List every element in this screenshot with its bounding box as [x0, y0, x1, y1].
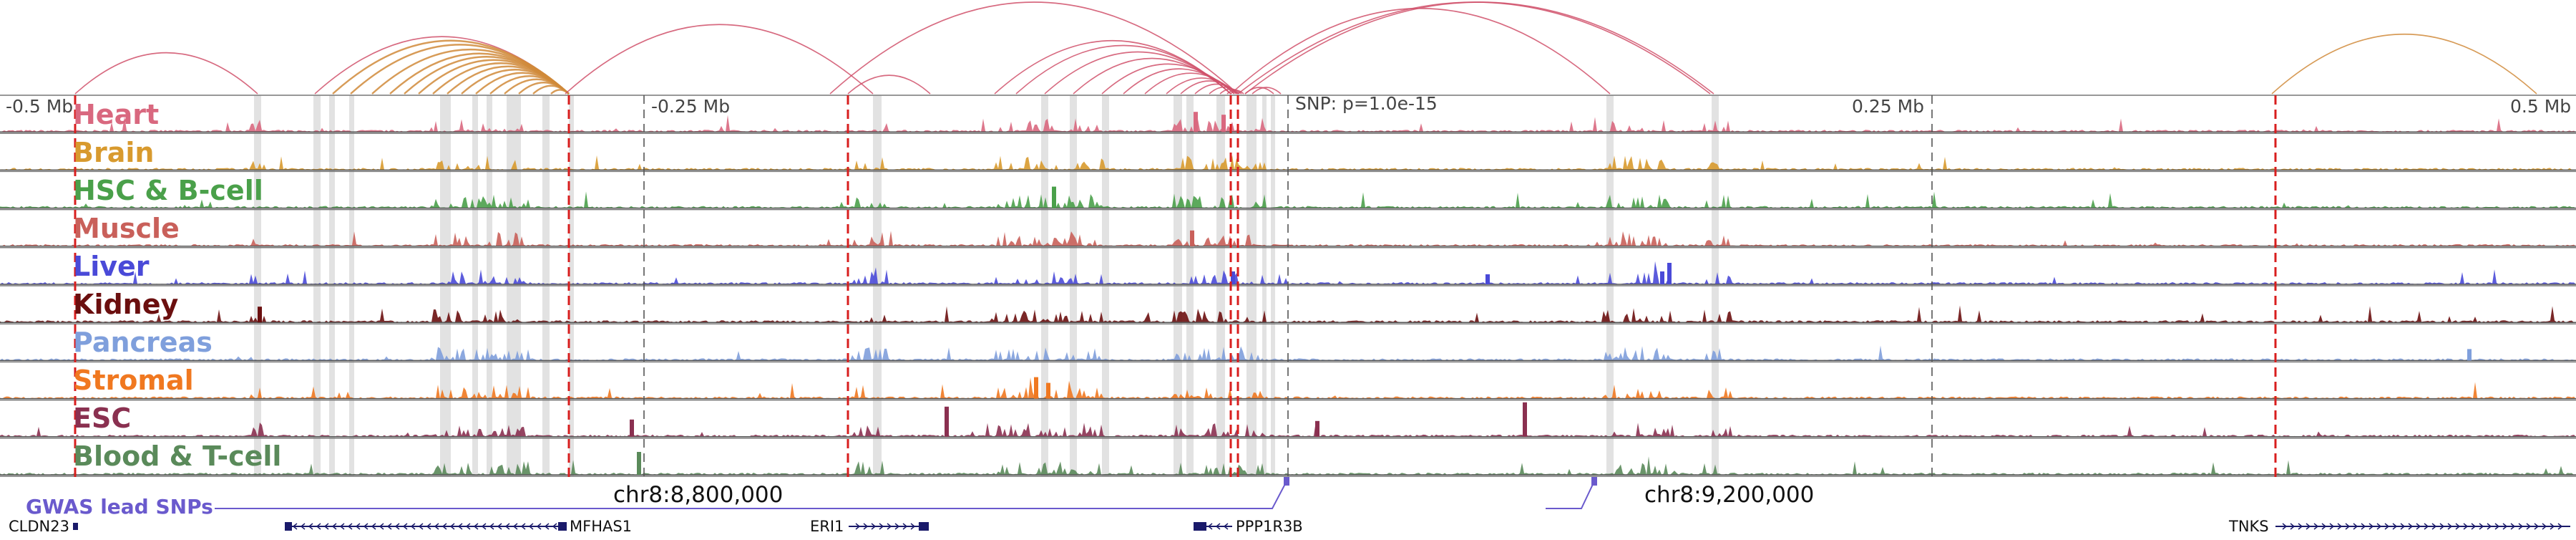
signal-peak [630, 419, 634, 437]
gene-cldn23-exon [73, 523, 78, 530]
signal-peak [1194, 112, 1198, 132]
chromatin-loop [1244, 87, 1274, 95]
signal-peak [945, 406, 949, 437]
chromatin-loop [565, 24, 874, 95]
signal-peak [1523, 402, 1527, 437]
signal-1 [0, 155, 2576, 170]
chromatin-loop [829, 1, 1239, 95]
gene-label-ppp1r3b[interactable]: PPP1R3B [1236, 518, 1303, 535]
signal-peak [1231, 271, 1235, 284]
signal-0 [0, 115, 2576, 132]
chromatin-loop [74, 52, 258, 95]
coord-label-right: chr8:9,200,000 [1644, 482, 1815, 508]
signal-peak [637, 452, 641, 475]
gene-label-eri1[interactable]: ERI1 [810, 518, 844, 535]
chromatin-loop [1073, 57, 1231, 95]
signal-peak [1485, 274, 1490, 284]
signal-3 [0, 231, 2576, 246]
signal-peak [1315, 420, 1319, 437]
chromatin-loop [1209, 86, 1240, 95]
scale-label-left-mid: -0.25 Mb [651, 96, 731, 117]
signal-peak [1046, 382, 1050, 399]
track-label-brain: Brain [73, 137, 155, 168]
chromatin-loop [847, 74, 931, 95]
gene-tnks-strand [2282, 523, 2563, 530]
track-label-esc: ESC [73, 402, 132, 434]
scale-label-right-mid: 0.25 Mb [1852, 96, 1925, 117]
chromatin-loop [1252, 87, 1282, 95]
gene-label-cldn23[interactable]: CLDN23 [9, 518, 69, 535]
chromatin-loop [2271, 33, 2537, 95]
signal-peak [1667, 263, 1672, 284]
gene-ppp1r3b-exon [1194, 522, 1206, 531]
gene-mfhas1-exon [285, 522, 292, 531]
track-label-hsc-b-cell: HSC & B-cell [73, 175, 263, 206]
gwas-snp-marker [1591, 477, 1597, 486]
gene-mfhas1-strand [292, 523, 557, 530]
gene-label-mfhas1[interactable]: MFHAS1 [570, 518, 633, 535]
scale-label-right: 0.5 Mb [2510, 96, 2572, 117]
chromatin-loop [1237, 1, 1711, 95]
track-label-heart: Heart [73, 99, 160, 130]
chromatin-loop [1230, 7, 1611, 95]
gwas-snp-marker [1284, 477, 1289, 486]
signal-peak [1052, 186, 1056, 208]
track-label-kidney: Kidney [73, 289, 179, 320]
signal-peak [258, 307, 262, 323]
scale-label-left: -0.5 Mb [6, 96, 74, 117]
gene-mfhas1-exon [558, 522, 567, 531]
track-label-blood-t-cell: Blood & T-cell [73, 440, 282, 472]
track-label-pancreas: Pancreas [73, 327, 213, 358]
signal-6 [0, 345, 2576, 361]
signal-peak [1034, 377, 1038, 399]
track-label-liver: Liver [73, 251, 150, 282]
signal-8 [0, 420, 2576, 437]
track-label-muscle: Muscle [73, 213, 180, 244]
signal-peak [1660, 271, 1664, 284]
signal-peak [2467, 349, 2472, 361]
track-label-stromal: Stromal [73, 365, 194, 396]
gwas-connector [1546, 477, 1595, 509]
snp-label: SNP: p=1.0e-15 [1295, 93, 1438, 114]
signal-peak [1221, 115, 1226, 132]
gene-label-tnks[interactable]: TNKS [2229, 518, 2269, 535]
coord-label-left: chr8:8,800,000 [613, 482, 784, 508]
gene-eri1-exon [919, 522, 929, 531]
chromatin-loop [1244, 1, 1714, 95]
gwas-lead-snps-label: GWAS lead SNPs [26, 495, 213, 519]
signal-peak [1190, 230, 1194, 246]
